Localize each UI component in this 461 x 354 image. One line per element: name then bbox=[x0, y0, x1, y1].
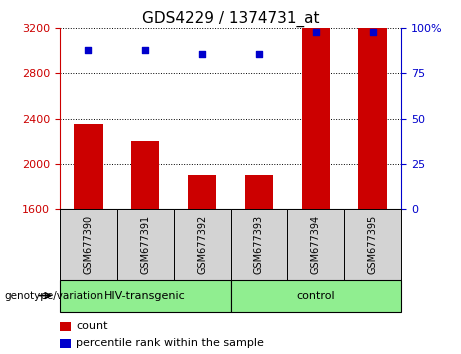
Bar bbox=[188, 175, 216, 209]
Bar bbox=[301, 28, 330, 209]
Bar bbox=[74, 124, 102, 209]
Point bbox=[198, 51, 206, 56]
Point bbox=[312, 29, 319, 35]
Bar bbox=[131, 141, 160, 209]
Text: control: control bbox=[296, 291, 335, 301]
Bar bbox=[245, 175, 273, 209]
Point bbox=[142, 47, 149, 53]
Text: GSM677393: GSM677393 bbox=[254, 215, 264, 274]
Bar bbox=[358, 28, 387, 209]
Text: HIV-transgenic: HIV-transgenic bbox=[104, 291, 186, 301]
Text: GSM677394: GSM677394 bbox=[311, 215, 321, 274]
Text: GSM677390: GSM677390 bbox=[83, 215, 94, 274]
Text: GSM677395: GSM677395 bbox=[367, 215, 378, 274]
Text: GSM677392: GSM677392 bbox=[197, 215, 207, 274]
Point bbox=[85, 47, 92, 53]
Text: genotype/variation: genotype/variation bbox=[5, 291, 104, 301]
Point bbox=[255, 51, 263, 56]
Title: GDS4229 / 1374731_at: GDS4229 / 1374731_at bbox=[142, 11, 319, 27]
Text: percentile rank within the sample: percentile rank within the sample bbox=[76, 338, 264, 348]
Point bbox=[369, 29, 376, 35]
Text: count: count bbox=[76, 321, 107, 331]
Text: GSM677391: GSM677391 bbox=[140, 215, 150, 274]
